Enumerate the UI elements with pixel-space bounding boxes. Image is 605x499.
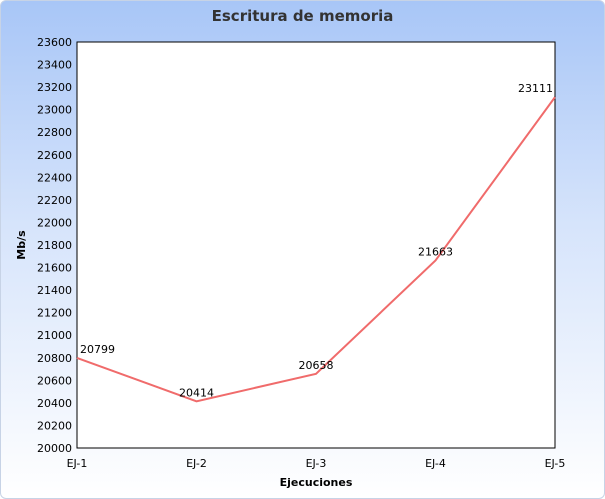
data-label: 21663 — [418, 245, 453, 258]
data-label: 20799 — [80, 343, 115, 356]
plot-area — [76, 41, 556, 449]
chart-title: Escritura de memoria — [211, 7, 394, 25]
x-tick-label: EJ-3 — [306, 457, 327, 470]
y-tick-label: 21800 — [37, 239, 72, 252]
y-tick-label: 23600 — [37, 36, 72, 49]
data-label: 20658 — [299, 359, 334, 372]
y-tick-label: 22200 — [37, 194, 72, 207]
y-tick-label: 20400 — [37, 397, 72, 410]
y-tick-label: 20800 — [37, 352, 72, 365]
y-tick-label: 20200 — [37, 419, 72, 432]
data-label: 23111 — [518, 82, 553, 95]
x-tick-label: EJ-4 — [425, 457, 446, 470]
y-tick-label: 21200 — [37, 307, 72, 320]
x-tick-label: EJ-2 — [186, 457, 207, 470]
y-axis-title: Mb/s — [15, 230, 28, 260]
y-tick-label: 22000 — [37, 216, 72, 229]
x-axis-title: Ejecuciones — [280, 476, 353, 489]
y-tick-label: 22800 — [37, 126, 72, 139]
y-tick-label: 23200 — [37, 81, 72, 94]
series-line — [76, 96, 556, 403]
y-tick-label: 23000 — [37, 104, 72, 117]
y-tick-label: 22600 — [37, 149, 72, 162]
y-tick-label: 20000 — [37, 442, 72, 455]
y-tick-label: 21600 — [37, 262, 72, 275]
x-tick-label: EJ-5 — [545, 457, 566, 470]
data-label: 20414 — [179, 386, 214, 399]
y-tick-label: 23400 — [37, 59, 72, 72]
y-tick-label: 21400 — [37, 284, 72, 297]
y-tick-label: 22400 — [37, 171, 72, 184]
y-tick-label: 20600 — [37, 374, 72, 387]
y-tick-label: 21000 — [37, 329, 72, 342]
x-tick-label: EJ-1 — [67, 457, 88, 470]
